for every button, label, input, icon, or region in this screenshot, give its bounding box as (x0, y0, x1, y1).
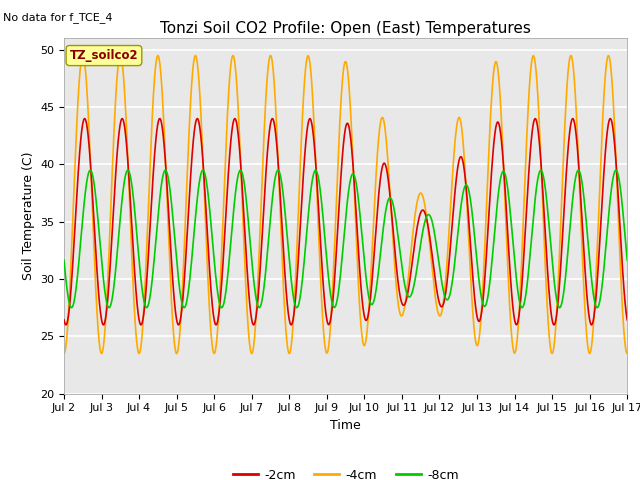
-4cm (578, 244, 586, 250)
-8cm (606, 198, 614, 204)
-4cm (60, 350, 68, 356)
-2cm (328, 309, 335, 314)
-8cm (578, 180, 586, 185)
-8cm (301, 247, 309, 252)
-2cm (469, 280, 477, 286)
-2cm (297, 216, 305, 221)
Text: No data for f_TCE_4: No data for f_TCE_4 (3, 12, 113, 23)
Line: -8cm: -8cm (64, 170, 627, 308)
-4cm (328, 303, 335, 309)
-8cm (469, 220, 477, 226)
-4cm (301, 69, 309, 74)
Y-axis label: Soil Temperature (C): Soil Temperature (C) (22, 152, 35, 280)
-4cm (623, 350, 631, 356)
-8cm (105, 305, 113, 311)
-4cm (116, 53, 124, 59)
Text: TZ_soilco2: TZ_soilco2 (70, 49, 138, 62)
-8cm (612, 168, 620, 173)
-4cm (469, 316, 477, 322)
-2cm (301, 146, 309, 152)
X-axis label: Time: Time (330, 419, 361, 432)
-4cm (606, 58, 614, 64)
-2cm (606, 116, 614, 121)
-2cm (607, 116, 614, 121)
Line: -4cm: -4cm (64, 56, 627, 353)
-2cm (100, 322, 108, 328)
Title: Tonzi Soil CO2 Profile: Open (East) Temperatures: Tonzi Soil CO2 Profile: Open (East) Temp… (160, 21, 531, 36)
-2cm (578, 216, 586, 222)
-8cm (60, 257, 68, 263)
Line: -2cm: -2cm (64, 119, 627, 325)
-8cm (297, 290, 305, 296)
-2cm (60, 317, 68, 323)
-4cm (297, 151, 305, 156)
Legend: -2cm, -4cm, -8cm: -2cm, -4cm, -8cm (228, 464, 463, 480)
-2cm (623, 317, 631, 323)
-8cm (623, 257, 631, 263)
-8cm (328, 298, 335, 304)
